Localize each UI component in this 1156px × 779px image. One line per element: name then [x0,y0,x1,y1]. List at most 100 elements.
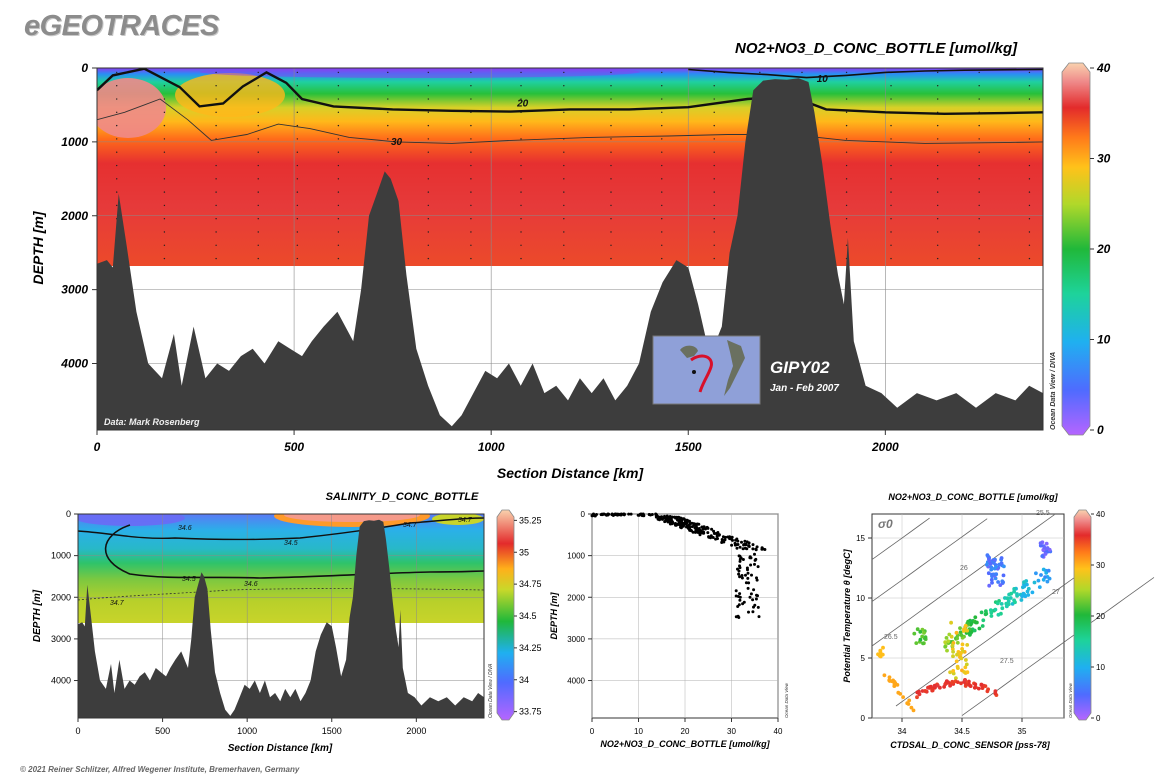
sample-dot [257,98,259,100]
ts-point [951,649,955,654]
contour-label: 10 [817,74,829,85]
ts-point [964,682,969,687]
profile-point [709,536,712,540]
sample-dot [563,191,565,193]
ts-point [1041,577,1046,582]
y-tick-label: 4000 [567,677,585,686]
sample-dot [661,164,663,167]
sample-dot [936,124,939,127]
nitrate-watermark: Ocean Data View / DIVA [1050,352,1057,430]
sample-dot [610,191,612,193]
salinity-contour-label: 34.5 [284,540,298,547]
sample-dot [563,111,565,114]
sample-dot [163,124,166,127]
isopycnal-line [895,567,1089,707]
ts-isopycnals: 25.5 26 26.5 27 27.5 [871,510,1155,716]
sample-dot [470,164,472,167]
sample-dot [845,98,848,100]
nitrate-colorbar-bar [1061,62,1091,436]
sample-dot [520,191,522,193]
profile-point [749,592,753,596]
sample-dot [936,204,939,207]
profile-point [740,576,744,580]
salinity-contour-a [78,517,484,541]
profile-point [683,519,687,523]
sample-dot [257,151,259,153]
sample-dot [1028,218,1031,220]
profile-point [694,524,698,528]
sample-dot [713,218,715,220]
ts-point [958,626,962,630]
sample-dot [470,124,472,127]
sample-dot [257,138,259,140]
ts-point [1000,606,1005,611]
salinity-colorbar-ticks: 33.75 34 34.25 34.5 34.75 35 35.25 [514,515,542,717]
ts-point [987,583,992,588]
profile-point [710,527,714,531]
salinity-bathymetry [78,519,484,718]
profile-point [607,512,611,516]
ts-point [881,645,885,650]
sample-dot [257,231,259,233]
sample-dot [215,98,217,100]
sample-dot [470,218,472,220]
ts-point [1025,582,1029,587]
sample-dot [890,257,892,260]
sample-dot [936,138,939,140]
sample-dot [470,85,472,87]
ts-point [973,615,978,620]
ts-point [932,683,937,688]
ts-point [1001,573,1006,578]
ts-point [987,557,991,561]
salinity-high-patch-inner [284,514,420,522]
x-tick-label: 1000 [478,440,505,454]
sample-dot [610,204,612,207]
sample-dot [661,111,663,114]
profile-point [649,513,652,517]
profile-point [741,558,745,561]
profile-y-axis-label: DEPTH [m] [549,591,559,639]
x-tick-label: 34.5 [954,727,970,736]
ts-point [947,632,952,637]
profile-point [592,512,595,516]
ts-point [998,583,1003,587]
ts-point [929,684,933,689]
ts-point [968,684,973,688]
profile-point [745,566,749,570]
sample-dot [427,151,430,153]
sample-dot [337,204,340,207]
ts-point [917,689,921,694]
ts-point [985,553,990,558]
sample-dot [1028,191,1031,193]
profile-point [681,517,685,521]
sample-dot [387,111,389,114]
sample-dot [890,151,892,153]
profile-point [654,515,658,519]
profile-point [744,581,748,585]
profile-point [743,546,747,550]
profile-point [740,574,744,577]
ts-point [882,673,887,678]
profile-point [747,581,751,585]
sample-dot [845,151,848,153]
sample-dot [257,164,259,167]
ts-point [990,580,994,585]
ts-point [877,653,882,658]
sample-dot [427,178,430,180]
sample-dot [427,85,430,87]
sample-dot [470,138,472,140]
profile-point [743,542,746,546]
sample-dot [610,178,612,180]
sample-dot [610,164,612,167]
ts-point [999,556,1004,560]
sample-dot [257,218,259,220]
ts-point [972,685,977,690]
ts-point [923,689,928,693]
sample-dot [563,244,565,247]
sample-dot [163,71,166,74]
sample-dot [713,98,715,100]
sample-dot [520,218,522,220]
ts-point [989,610,994,615]
sample-dot [427,218,430,220]
